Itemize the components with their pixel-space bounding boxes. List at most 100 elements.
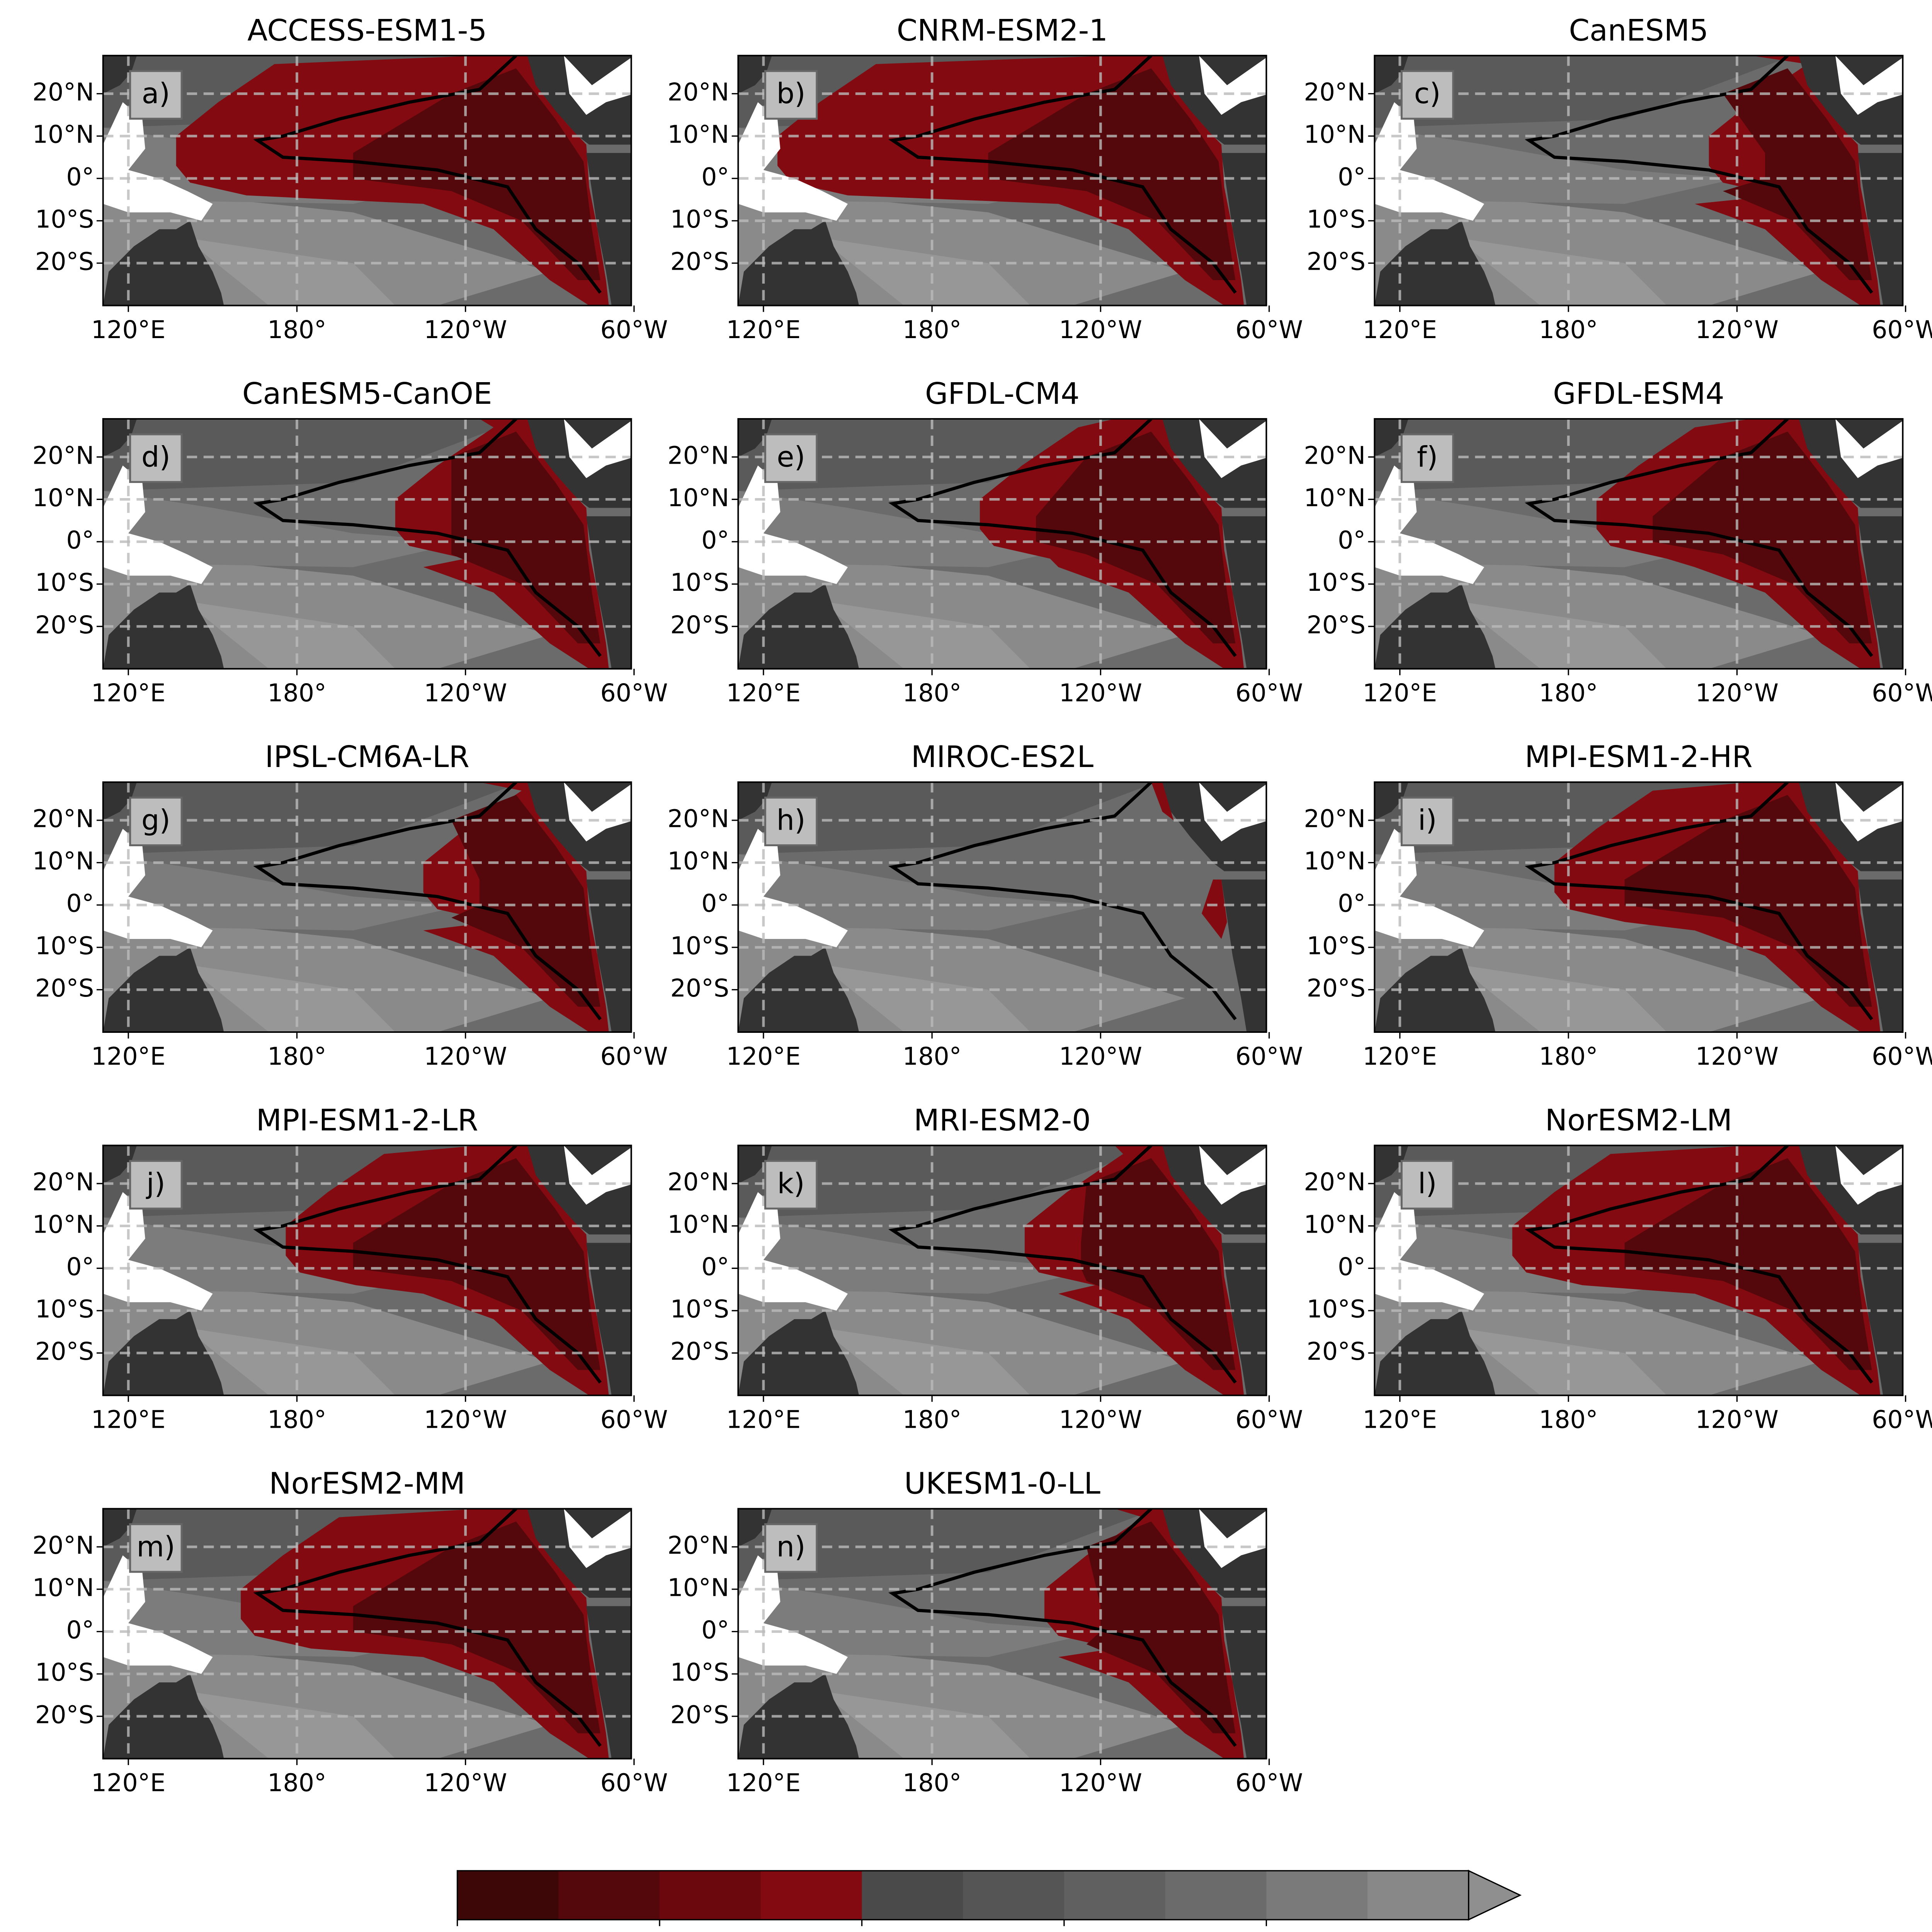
low-oxygen-core [1081,1158,1236,1370]
x-tick-label: 180° [903,1405,962,1434]
y-tick-label: 0° [701,526,729,554]
panel-title: NorESM2-LM [1545,1103,1732,1138]
y-tick-label: 0° [1338,526,1366,554]
map-panel: 120°E 180° 120°W 60°W 20°N 10°N 0° 10°S 20°S a) AC… [32,14,668,344]
y-tick-label: 20°S [1307,974,1366,1002]
x-tick-label: 180° [1539,315,1598,344]
land [1221,879,1267,1032]
y-tick-label: 20°S [1307,247,1366,276]
ocean-band [738,1277,1185,1396]
y-tick-label: 20°N [667,804,729,833]
ocean-band [103,491,466,567]
contour-line [888,782,1237,1020]
x-tick-label: 120°W [1696,315,1779,344]
y-tick-label: 10°N [1304,847,1366,875]
panel-label: m) [136,1531,175,1563]
panel-label: i) [1418,804,1437,837]
panel-title: MRI-ESM2-0 [914,1103,1091,1138]
ocean-band [103,187,550,306]
panel-label-box [129,1523,183,1573]
ocean-band [103,550,550,669]
x-tick-label: 60°W [1235,1405,1303,1434]
y-tick-label: 10°N [667,1210,729,1238]
x-tick-label: 180° [903,1042,962,1070]
contour-line [1525,55,1873,294]
ocean-band [1456,601,1667,669]
land-white [738,828,848,947]
y-tick-label: 20°N [667,1531,729,1560]
land-white [1835,1145,1903,1205]
x-tick-label: 120°E [91,1042,166,1070]
x-tick-label: 180° [1539,1042,1598,1070]
land-white [738,1192,848,1311]
ocean-band [1374,128,1737,204]
panel-label: n) [777,1531,806,1563]
x-tick-label: 60°W [1235,679,1303,707]
ocean-band [184,964,395,1032]
low-oxygen-area [1201,879,1227,939]
land [1857,153,1903,306]
land [586,1243,631,1396]
panel-label-box [764,796,818,847]
land-white [738,1555,848,1674]
y-tick-label: 10°S [1307,931,1366,960]
x-tick-label: 120°W [424,1769,507,1797]
x-tick-label: 120°E [726,1405,801,1434]
contour-line [888,1509,1237,1747]
map-body [738,55,1267,306]
ocean-band [738,1217,1101,1294]
panel-frame [737,1508,1267,1760]
y-tick-label: 0° [701,1616,729,1644]
y-tick-label: 0° [701,889,729,918]
ocean-band [103,913,550,1032]
land-white [1835,782,1903,842]
contour-line [253,1145,602,1384]
panel-title: MIROC-ES2L [911,740,1094,774]
y-tick-label: 0° [701,162,729,191]
panel-title: GFDL-ESM4 [1553,377,1725,411]
y-tick-label: 10°N [667,120,729,149]
x-tick-label: 180° [1539,679,1598,707]
x-tick-label: 60°W [1872,1405,1932,1434]
land [1857,879,1903,1032]
x-tick-label: 60°W [1872,679,1932,707]
y-tick-label: 20°S [35,974,94,1002]
low-oxygen-core [451,795,600,1007]
panel-title: GFDL-CM4 [925,377,1080,411]
y-tick-label: 10°S [35,568,94,597]
colorbar-extension [1468,1869,1522,1921]
y-tick-label: 10°S [670,205,729,233]
x-tick-label: 60°W [600,679,668,707]
ocean-band [738,187,1185,306]
y-tick-label: 10°N [1304,1210,1366,1238]
ocean-band [103,782,522,854]
y-tick-label: 10°S [670,931,729,960]
contour-line [888,55,1237,294]
x-tick-label: 180° [267,1405,327,1434]
ocean-band [738,913,1185,1032]
x-tick-label: 120°W [1059,1769,1142,1797]
panel-frame [102,781,632,1033]
panel-label-box [1400,1160,1454,1210]
x-tick-label: 180° [267,315,327,344]
ocean-band [103,854,466,930]
x-tick-label: 60°W [600,1405,668,1434]
panel-frame [1374,781,1904,1033]
panel-label: h) [777,804,806,837]
y-tick-label: 0° [66,889,94,918]
land-white [1199,1509,1267,1568]
map-body [738,782,1267,1032]
panel-title: NorESM2-MM [269,1467,465,1501]
x-tick-label: 60°W [1235,1769,1303,1797]
colorbar-frame [456,1870,1469,1920]
ocean-band [103,1640,550,1759]
x-tick-label: 120°E [1363,1042,1437,1070]
map-body [1374,55,1903,306]
low-oxygen-core [1723,68,1872,280]
x-tick-label: 60°W [1235,315,1303,344]
x-tick-label: 180° [1539,1405,1598,1434]
map-panel: 120°E 180° 120°W 60°W 20°N 10°N 0° 10°S 20°S g) IP… [32,740,668,1070]
y-tick-label: 10°S [1307,568,1366,597]
panel-label-box [764,1523,818,1573]
x-tick-label: 120°W [1696,1042,1779,1070]
